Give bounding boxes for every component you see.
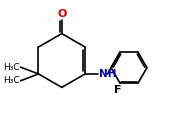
Text: H₃C: H₃C bbox=[3, 63, 20, 72]
Text: O: O bbox=[57, 9, 67, 19]
Text: H₃C: H₃C bbox=[3, 76, 20, 85]
Text: F: F bbox=[114, 85, 122, 95]
Text: NH: NH bbox=[99, 69, 116, 79]
